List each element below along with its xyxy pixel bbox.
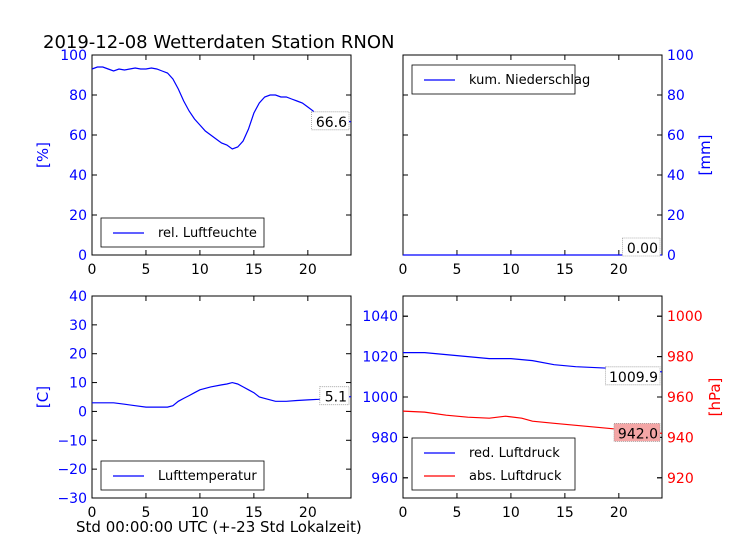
panel-humidity: 0 5 10 15 20 0 20 40 60 80 100 66.6 rel. Luftfeuchte…: [34, 48, 352, 278]
y-tick-label: −20: [57, 462, 87, 478]
x-tick-label: 0: [399, 505, 408, 521]
y-tick-label: 960: [371, 471, 398, 487]
y-tick-label-right: 60: [667, 128, 685, 144]
last-value-box: [310, 111, 350, 131]
x-tick-label: 20: [299, 505, 317, 521]
figure-xlabel: Std 00:00:00 UTC (+-23 Std Lokalzeit): [76, 518, 362, 536]
x-tick-label: 20: [299, 262, 317, 278]
y-tick-label-right: 20: [667, 208, 685, 224]
x-tick-label: 15: [556, 505, 574, 521]
y-tick-label: 980: [371, 430, 398, 446]
y-tick-label-right: 1000: [667, 309, 703, 325]
x-tick-label: 5: [141, 262, 150, 278]
series-line: [91, 66, 352, 150]
y-tick-label-right: 0: [667, 248, 676, 264]
last-value-label: 5.1: [325, 390, 347, 406]
y-tick-label-right: 980: [667, 350, 694, 366]
y-tick-label-right: 940: [667, 430, 694, 446]
last-value-box: [613, 422, 661, 442]
last-value-box: [319, 386, 350, 406]
x-tick-label: 15: [556, 262, 574, 278]
last-value-label: 0.00: [627, 241, 658, 257]
panel-precip: 0 5 10 15 20 0 20 40 60 80 100 0.00 kum. Niederschla…: [399, 48, 714, 278]
legend-label: Lufttemperatur: [158, 469, 257, 484]
y-tick-label: 1020: [362, 350, 398, 366]
y-tick-label: 100: [60, 48, 87, 64]
last-value-label: 942.0: [618, 426, 658, 442]
y-tick-label: 1040: [362, 309, 398, 325]
x-tick-label: 10: [502, 262, 520, 278]
legend-label: abs. Luftdruck: [469, 469, 562, 484]
y-tick-label: 0: [78, 404, 87, 420]
y-tick-label: 10: [69, 376, 87, 392]
x-tick-label: 20: [610, 262, 628, 278]
y-axis-label: [C]: [34, 386, 52, 408]
panel-pressure: 0 5 10 15 20 960 980 1000 1020 1040 920 940 960 980 10…: [362, 295, 724, 521]
last-value-box: [622, 237, 661, 257]
y-tick-label-right: 920: [667, 471, 694, 487]
x-tick-label: 15: [245, 262, 263, 278]
last-value-label: 66.6: [316, 115, 347, 131]
y-tick-label-right: 960: [667, 390, 694, 406]
y-tick-label: 40: [69, 289, 87, 305]
x-tick-label: 0: [399, 262, 408, 278]
figure-title: 2019-12-08 Wetterdaten Station RNON: [43, 32, 394, 53]
y-tick-label: 60: [69, 128, 87, 144]
y-tick-label: 40: [69, 168, 87, 184]
legend-box: [411, 437, 576, 491]
y-tick-label: 20: [69, 208, 87, 224]
y-tick-label: 0: [78, 248, 87, 264]
y-tick-label: −30: [57, 491, 87, 507]
x-tick-label: 5: [452, 505, 461, 521]
y-tick-label: 30: [69, 318, 87, 334]
y-tick-label-right: 100: [667, 48, 694, 64]
legend-label: rel. Luftfeuchte: [158, 226, 257, 241]
x-tick-label: 10: [191, 262, 209, 278]
last-value-label: 1009.9: [609, 370, 658, 386]
y-tick-label: 1000: [362, 390, 398, 406]
y-tick-label: −10: [57, 433, 87, 449]
legend-label: red. Luftdruck: [469, 446, 560, 461]
y-axis-label-right: [hPa]: [706, 378, 724, 417]
legend-label: kum. Niederschlag: [469, 73, 590, 88]
x-tick-label: 5: [141, 505, 150, 521]
x-tick-label: 5: [452, 262, 461, 278]
y-tick-label-right: 80: [667, 88, 685, 104]
x-tick-label: 10: [502, 505, 520, 521]
y-axis-label: [%]: [34, 142, 52, 168]
y-axis-label: [mm]: [696, 135, 714, 176]
last-value-box: [605, 366, 661, 386]
x-tick-label: 0: [88, 262, 97, 278]
y-tick-label-right: 40: [667, 168, 685, 184]
plot-frame: [91, 54, 352, 256]
panel-temperature: 0 5 10 15 20 −30 −20 −10 0 10 20 30 40 5.1 Lufttempera…: [34, 289, 352, 521]
x-tick-label: 10: [191, 505, 209, 521]
x-tick-label: 0: [88, 505, 97, 521]
x-tick-label: 15: [245, 505, 263, 521]
y-tick-label: 20: [69, 347, 87, 363]
x-tick-label: 20: [610, 505, 628, 521]
y-tick-label: 80: [69, 88, 87, 104]
series-line: [92, 381, 352, 408]
